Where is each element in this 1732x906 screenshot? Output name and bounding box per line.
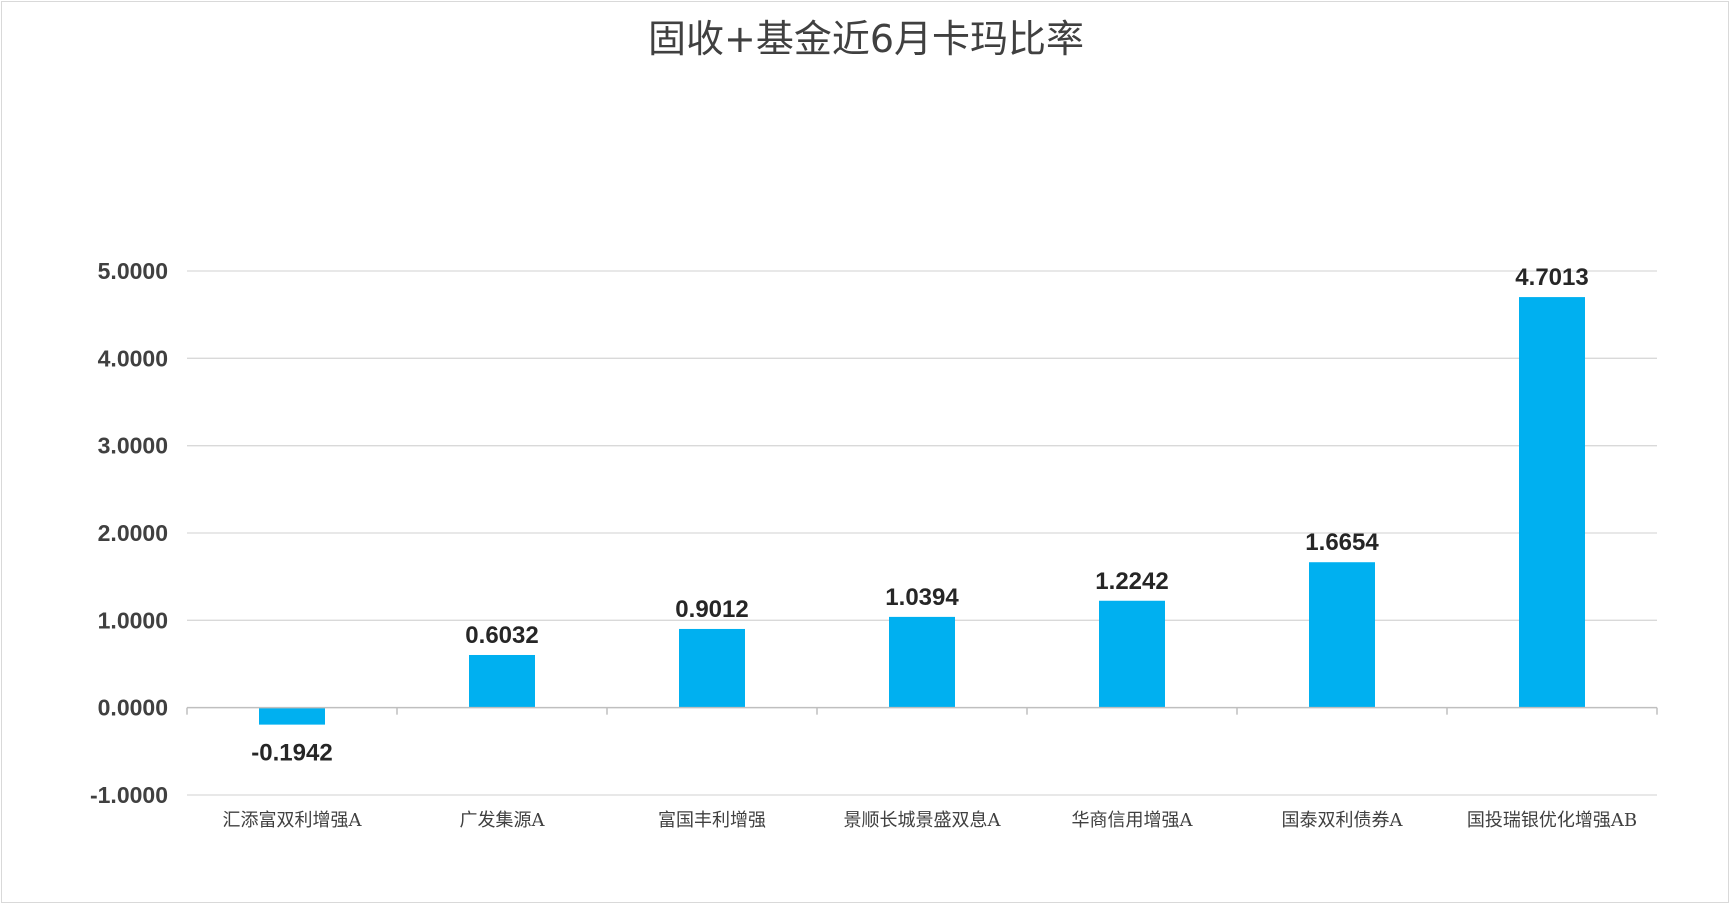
chart-title: 固收+基金近6月卡玛比率	[648, 17, 1084, 61]
data-labels: -0.1942 0.6032 0.9012 1.0394 1.2242 1.6654 4.7…	[251, 264, 1588, 767]
bar	[1519, 297, 1585, 708]
bars	[259, 297, 1585, 725]
bar	[1309, 562, 1375, 708]
data-label: 1.2242	[1095, 568, 1168, 595]
bar	[889, 616, 955, 708]
y-axis-ticks: 5.0000 4.0000 3.0000 2.0000 1.0000 0.0000 -1.0…	[90, 258, 168, 808]
x-tick-label: 富国丰利增强	[658, 810, 766, 831]
x-tick-label: 广发集源A	[460, 810, 546, 831]
gridlines	[187, 270, 1657, 796]
y-tick-label: -1.0000	[90, 782, 168, 808]
data-label: 0.6032	[465, 622, 538, 649]
data-label: 4.7013	[1515, 264, 1588, 291]
y-tick-label: 1.0000	[98, 607, 168, 633]
x-tick-label: 景顺长城景盛双息A	[844, 810, 1002, 831]
x-tick-label: 国泰双利债券A	[1282, 810, 1404, 831]
y-tick-label: 0.0000	[98, 695, 168, 721]
data-label: 0.9012	[675, 596, 748, 623]
data-label: -0.1942	[251, 740, 332, 767]
data-label: 1.0394	[885, 584, 959, 611]
x-axis	[186, 706, 1658, 715]
bar	[1099, 600, 1165, 708]
bar	[679, 628, 745, 708]
y-tick-label: 2.0000	[98, 520, 168, 546]
x-axis-ticks: 汇添富双利增强A 广发集源A 富国丰利增强 景顺长城景盛双息A 华商信用增强A 国泰双利债…	[223, 810, 1638, 831]
bar	[259, 707, 325, 725]
y-tick-label: 4.0000	[98, 345, 168, 371]
x-tick-label: 汇添富双利增强A	[223, 810, 363, 831]
y-tick-label: 3.0000	[98, 433, 168, 459]
y-tick-label: 5.0000	[98, 258, 168, 284]
bar	[469, 654, 535, 708]
data-label: 1.6654	[1305, 529, 1379, 556]
x-tick-label: 国投瑞银优化增强AB	[1467, 810, 1637, 831]
x-tick-label: 华商信用增强A	[1072, 810, 1194, 831]
